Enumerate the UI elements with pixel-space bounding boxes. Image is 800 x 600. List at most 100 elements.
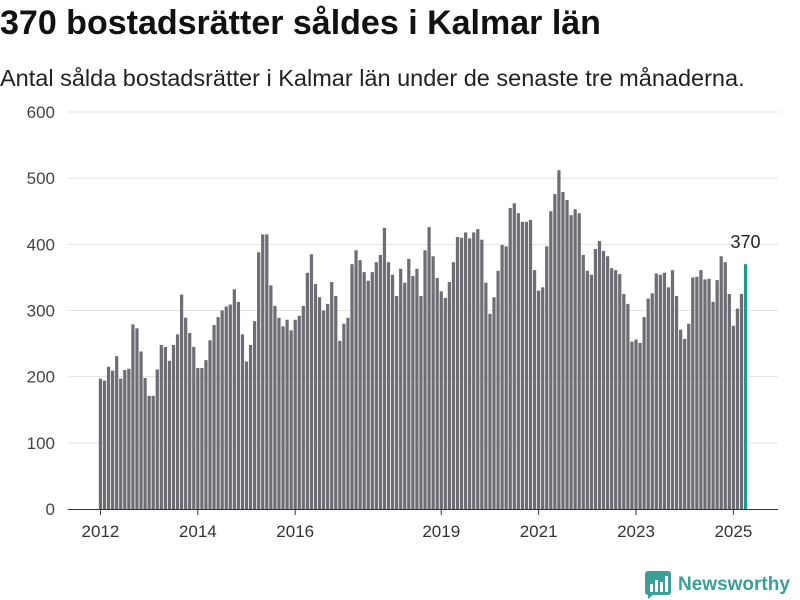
bar [472,232,476,509]
bar [573,209,577,509]
chart-title: 370 bostadsrätter såldes i Kalmar län [0,4,601,42]
bar [703,279,707,509]
y-tick-label: 100 [27,434,55,453]
bar [273,305,277,509]
bar [597,241,602,509]
bar [614,270,618,509]
bar [427,227,431,509]
bar [163,346,167,509]
bar [666,287,671,509]
bar [699,270,703,509]
bar [143,377,147,509]
bar [346,317,350,509]
bar [309,254,314,509]
bar [244,361,249,509]
y-tick-label: 200 [27,368,55,387]
logo-text: Newsworthy [678,574,790,595]
bar [577,213,581,510]
bar [281,326,285,509]
bar [261,234,265,510]
x-tick-label: 2025 [714,522,752,541]
bar [630,341,634,509]
bar [159,344,163,509]
bar [208,340,212,509]
bar [537,290,541,509]
x-tick-label: 2014 [179,522,217,541]
bar [691,277,695,509]
bar [731,325,735,509]
y-tick-label: 300 [27,302,55,321]
y-tick-label: 400 [27,235,55,254]
bar [354,250,358,509]
bar [431,256,435,509]
bar [524,221,529,509]
bar [662,272,667,509]
bar [301,305,305,509]
x-tick-label: 2016 [276,522,314,541]
bar [265,234,269,510]
bars [98,170,748,510]
bar [715,280,719,509]
bar [496,270,500,509]
bar [399,268,403,509]
bar [106,366,111,509]
bar [459,237,464,509]
bar [646,298,650,509]
bar [500,244,504,509]
bar [200,368,204,509]
bar [739,293,744,509]
bar [321,310,326,509]
bar [102,380,107,509]
bar [723,262,727,509]
bar [484,282,488,509]
bar [220,310,224,509]
bar [395,295,399,509]
bar [508,207,512,510]
bar [719,256,723,509]
bar [338,340,342,509]
bar [253,321,257,509]
bar [735,308,740,509]
bar [382,227,387,509]
y-tick-label: 0 [46,500,55,519]
bar [545,246,549,509]
bar [565,200,569,510]
bar [451,262,456,509]
logo-icon-bar [650,584,653,592]
bar [455,237,460,509]
bar [179,294,184,509]
bar [504,246,508,509]
bar [289,330,293,509]
bar [228,304,232,509]
bar [342,323,346,509]
bar [334,295,338,509]
bar [111,370,115,509]
bar [561,192,565,510]
bar [480,239,484,509]
bar [463,232,468,509]
bar [711,301,715,509]
bar [386,262,391,509]
bar [390,274,395,509]
bar [248,344,253,509]
x-tick-label: 2019 [422,522,460,541]
bar [642,317,646,509]
bar [196,368,200,509]
bar [626,303,630,509]
bar [297,315,301,509]
bar [423,250,427,509]
y-tick-label: 500 [27,169,55,188]
x-tick-label: 2012 [82,522,120,541]
bar [593,248,598,509]
bar [350,264,354,509]
bar [589,274,593,509]
bar [115,356,119,509]
bar [212,325,216,509]
newsworthy-logo-icon [645,571,671,599]
bar [269,285,273,509]
bar [512,203,516,509]
bar [147,395,151,509]
bar [232,289,236,509]
bar [447,282,451,509]
bar [605,256,610,509]
